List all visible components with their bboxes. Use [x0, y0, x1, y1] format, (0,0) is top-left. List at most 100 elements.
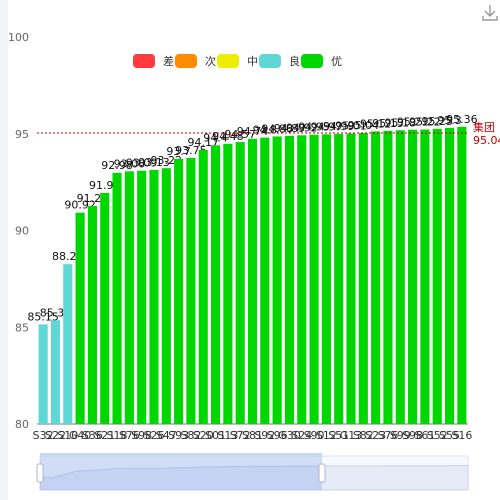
legend-label[interactable]: 次	[205, 54, 216, 68]
legend-label[interactable]: 优	[331, 55, 342, 68]
x-tick-label: S99	[390, 429, 411, 442]
bar-value-label: 94.97	[311, 120, 343, 133]
zoom-slider-top-bar[interactable]	[40, 453, 322, 457]
bar	[124, 171, 134, 424]
x-tick-label: G30	[278, 429, 301, 442]
bar	[260, 137, 270, 424]
bar-value-label: 94.4	[203, 131, 228, 144]
x-tick-label: S72	[230, 429, 251, 442]
x-tick-label: S10	[57, 429, 78, 442]
bar-value-label: 95.18	[385, 116, 417, 129]
bar	[87, 205, 97, 424]
bar	[186, 157, 196, 424]
bar	[235, 142, 245, 424]
legend-swatch[interactable]	[259, 54, 281, 68]
bar	[309, 134, 319, 424]
bar	[432, 128, 442, 424]
bar-value-label: 95.12	[360, 117, 392, 130]
bar-value-label: 95.04	[348, 119, 380, 132]
bar	[297, 135, 307, 424]
bar	[100, 192, 110, 424]
bar	[272, 136, 282, 425]
x-tick-label: S98	[131, 429, 152, 442]
x-tick-label: G40	[69, 429, 92, 442]
bar-value-label: 94.48	[212, 130, 244, 143]
x-tick-label: S81	[242, 429, 263, 442]
x-tick-label: S18	[107, 429, 128, 442]
x-tick-label: S76	[119, 429, 140, 442]
left-sidebar-strip	[0, 0, 8, 500]
legend-label[interactable]: 良	[289, 54, 300, 68]
reference-line-value: 95.04	[473, 134, 500, 147]
legend-swatch[interactable]	[217, 54, 239, 68]
bar	[112, 172, 122, 424]
bar	[161, 168, 171, 424]
legend-swatch[interactable]	[175, 54, 197, 68]
x-tick-label: S96	[267, 429, 288, 442]
bar	[321, 134, 331, 424]
zoom-slider-preview	[39, 465, 469, 491]
bar	[284, 135, 294, 425]
bar-value-label: 95.3	[437, 114, 462, 127]
bar-value-label: 94.74	[237, 125, 269, 138]
bar	[444, 127, 455, 424]
bar	[420, 129, 430, 425]
x-tick-label: S93	[168, 429, 189, 442]
bar	[174, 158, 184, 424]
legend-label[interactable]: 中	[247, 55, 258, 68]
download-icon[interactable]	[482, 4, 498, 22]
bar	[50, 320, 61, 424]
bar-value-label: 94.86	[261, 122, 293, 135]
x-tick-label: S76	[377, 429, 398, 442]
x-tick-label: S52	[427, 429, 448, 442]
bar-value-label: 94.57	[224, 128, 256, 141]
bar	[247, 138, 258, 424]
bar-value-label: 95.15	[372, 117, 404, 130]
x-tick-label: S24	[291, 429, 312, 442]
bar	[383, 130, 393, 424]
y-tick-label: 85	[15, 321, 29, 334]
x-tick-label: S82	[180, 429, 201, 442]
bar-value-label: 94.99	[323, 120, 355, 133]
bar-value-label: 93.09	[126, 157, 158, 170]
x-tick-label: S16	[451, 429, 472, 442]
x-tick-label: S20	[193, 429, 214, 442]
x-tick-label: S23	[365, 429, 386, 442]
bar-value-label: 95.01	[335, 120, 367, 133]
bar	[38, 324, 48, 424]
x-tick-label: S55	[439, 429, 460, 442]
zoom-slider-selection[interactable]	[40, 456, 322, 490]
bar	[149, 169, 159, 424]
x-tick-label: S82	[353, 429, 374, 442]
bar	[211, 145, 221, 425]
x-tick-label: S36	[82, 429, 103, 442]
y-tick-label: 80	[15, 418, 29, 431]
x-tick-label: S13	[217, 429, 238, 442]
x-tick-label: S22	[45, 429, 66, 442]
x-tick-label: S47	[156, 429, 177, 442]
legend-swatch[interactable]	[301, 54, 323, 68]
x-tick-label: S51	[328, 429, 349, 442]
bar-value-label: 93.13	[138, 156, 170, 169]
legend-label[interactable]: 差	[163, 54, 174, 68]
x-tick-label: S90	[304, 429, 325, 442]
bar-value-label: 85.15	[27, 310, 59, 323]
x-tick-label: S32	[33, 429, 54, 442]
bar-value-label: 92.98	[101, 159, 133, 172]
y-tick-label: 95	[15, 128, 29, 141]
bar	[75, 212, 85, 424]
bar	[63, 264, 73, 424]
bar	[408, 129, 418, 424]
x-tick-label: G13	[340, 429, 363, 442]
bar-value-label: 95.36	[446, 113, 478, 126]
zoom-slider-handle[interactable]	[318, 463, 326, 483]
zoom-slider-handle[interactable]	[36, 463, 44, 483]
legend-swatch[interactable]	[133, 54, 155, 68]
x-tick-label: S21	[94, 429, 115, 442]
bar	[137, 170, 147, 424]
x-tick-label: S12	[316, 429, 337, 442]
bar	[358, 132, 368, 424]
y-tick-label: 90	[15, 225, 29, 238]
bar	[395, 130, 405, 424]
